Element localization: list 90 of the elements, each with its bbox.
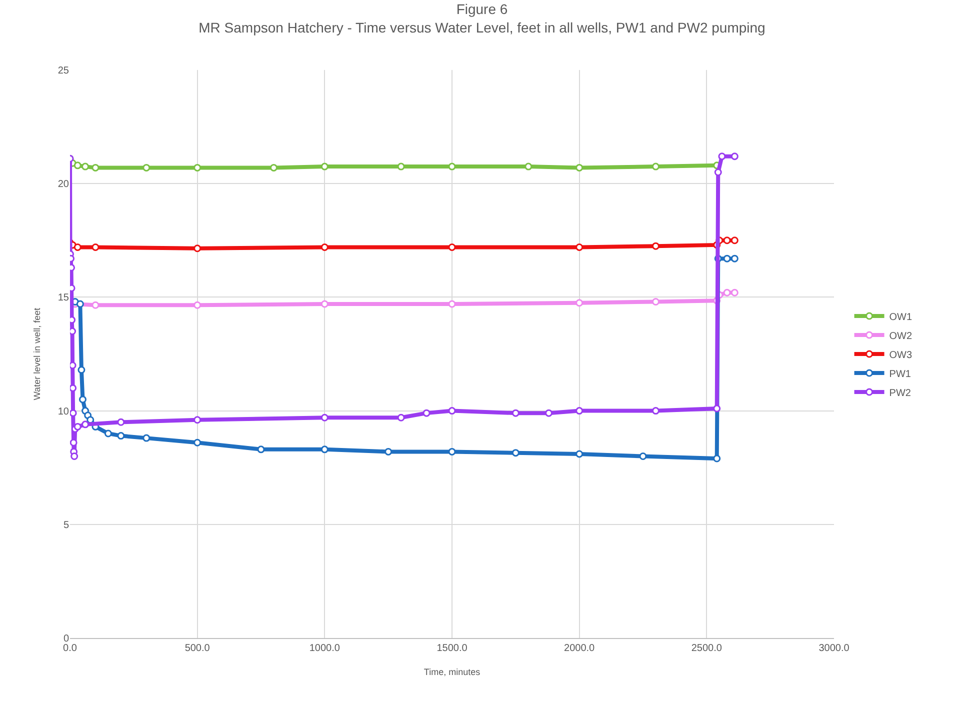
point [512,449,520,457]
legend-label: OW1 [889,312,912,323]
point [723,236,731,244]
point [74,422,82,430]
point [639,452,647,460]
point [194,438,202,446]
y-tick-label: 25 [58,66,70,76]
point [78,396,86,404]
y-tick-label: 0 [63,634,70,644]
x-tick-label: 1500.0 [436,643,468,654]
point [194,244,202,252]
point [576,299,584,307]
point [397,414,405,422]
point [74,162,82,170]
y-tick-label: 20 [58,179,70,190]
point [320,162,328,170]
point [320,446,328,454]
x-tick-label: 1000.0 [309,643,340,654]
point [723,254,731,262]
point [82,162,90,170]
chart-subtitle: MR Sampson Hatchery - Time versus Water Level, feet in all wells, PW1 and PW2 pumping [198,19,766,36]
point [652,162,660,170]
point [92,164,100,172]
point [730,288,738,296]
chart-title: Figure 6 [456,1,508,18]
point [718,152,726,160]
point [723,288,731,296]
x-tick-label: 500.0 [184,643,210,654]
point [448,162,456,170]
y-tick-label: 15 [58,292,70,304]
point [70,328,76,336]
legend-label: PW1 [889,368,912,380]
point [320,414,328,422]
point [270,164,278,172]
point [730,152,738,160]
point [194,301,202,309]
point [78,366,86,374]
point [117,418,125,426]
point [652,242,660,250]
legend-label: OW2 [889,330,912,342]
y-tick-label: 5 [63,520,70,531]
point [70,409,77,417]
x-tick-label: 2500.0 [691,643,722,654]
point [70,438,78,446]
point [142,434,150,442]
point [576,243,584,251]
point [92,301,100,309]
x-tick-label: 2000.0 [564,643,596,654]
point [422,409,430,417]
point [713,454,721,462]
y-tick-label: 10 [58,406,70,418]
point [70,452,78,460]
point [74,243,82,251]
point [384,448,392,456]
y-axis-title: Water level in well, feet [32,307,42,400]
point [512,409,520,417]
point [194,416,202,424]
legend-label: OW3 [889,350,912,361]
point [448,407,456,415]
point [70,362,76,370]
point [104,430,112,438]
point [730,236,738,244]
x-tick-label: 0.0 [63,643,78,654]
point [117,432,125,440]
point [714,168,722,176]
point [652,298,660,306]
point [92,243,100,251]
point [257,446,265,454]
point [524,162,532,170]
point [576,450,584,458]
x-tick-label: 3000.0 [818,643,850,654]
point [448,448,456,456]
point [397,162,405,170]
point [142,164,150,172]
point [545,409,553,417]
legend-label: PW2 [889,388,912,399]
point [652,407,660,415]
point [320,300,328,308]
point [576,407,584,415]
point [576,164,584,172]
point [448,300,456,308]
x-axis-title: Time, minutes [424,666,481,677]
point [448,243,456,251]
point [82,420,90,428]
point [713,404,721,412]
point [70,384,77,392]
point [76,300,84,308]
point [320,243,328,251]
point [730,254,738,262]
point [194,164,202,172]
